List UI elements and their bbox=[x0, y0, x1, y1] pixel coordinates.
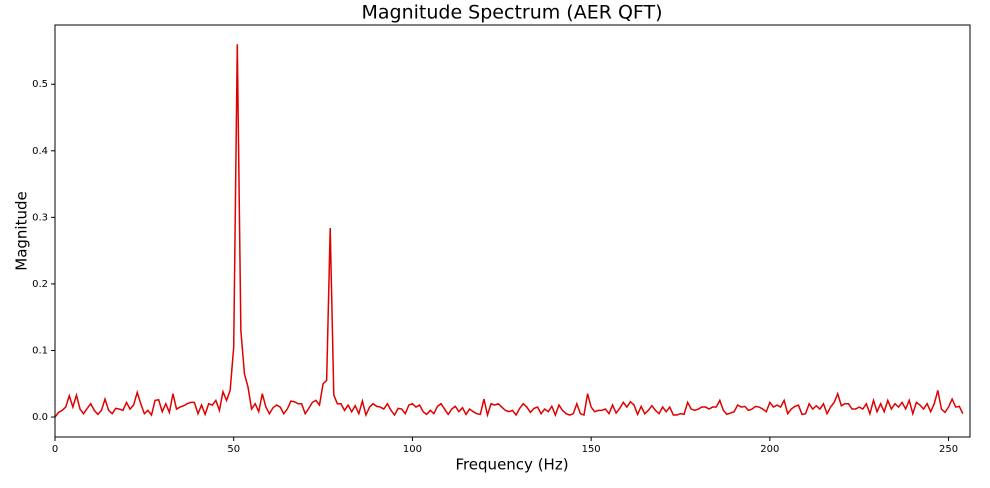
y-tick-label: 0.2 bbox=[32, 279, 48, 290]
y-tick-label: 0.3 bbox=[32, 212, 48, 223]
x-tick-label: 200 bbox=[760, 444, 779, 455]
spectrum-line bbox=[54, 44, 964, 418]
y-tick-label: 0.0 bbox=[32, 412, 48, 423]
chart-title: Magnitude Spectrum (AER QFT) bbox=[361, 2, 662, 24]
x-tick-label: 50 bbox=[227, 444, 240, 455]
plot-frame bbox=[54, 24, 971, 438]
y-axis-label: Magnitude bbox=[13, 191, 31, 270]
y-tick-label: 0.1 bbox=[32, 345, 48, 356]
x-tick-label: 150 bbox=[582, 444, 601, 455]
x-axis-label: Frequency (Hz) bbox=[455, 456, 568, 474]
x-tick-label: 100 bbox=[403, 444, 422, 455]
x-tick-label: 0 bbox=[52, 444, 58, 455]
y-tick-label: 0.4 bbox=[32, 146, 48, 157]
y-tick-label: 0.5 bbox=[32, 79, 48, 90]
x-tick-label: 250 bbox=[939, 444, 958, 455]
